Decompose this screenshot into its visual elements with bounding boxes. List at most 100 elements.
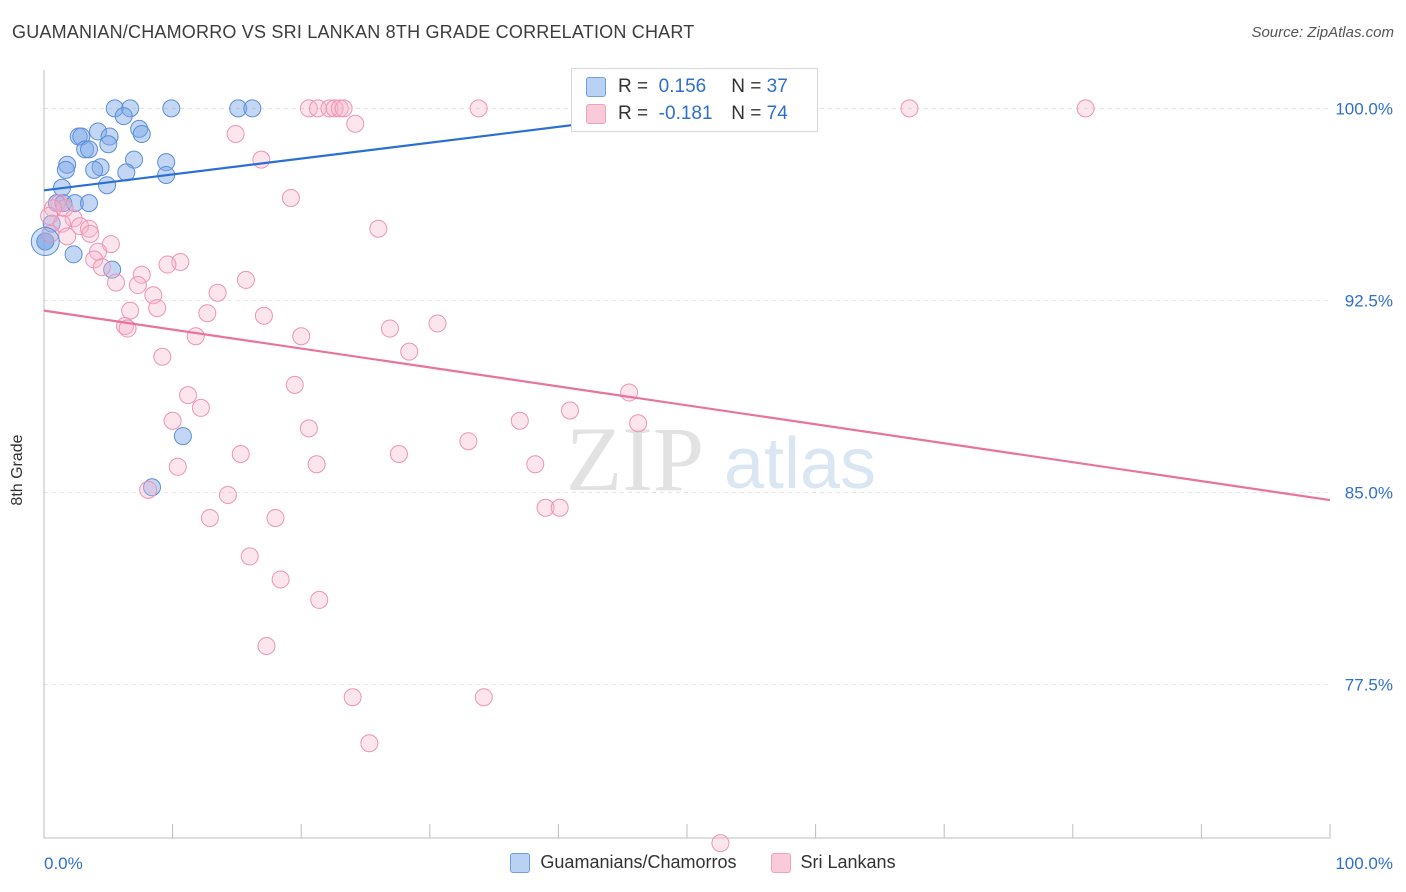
point-guamanian (157, 153, 176, 172)
point-srilankan (198, 304, 217, 323)
grid-lines (44, 107, 1330, 685)
point-srilankan (163, 411, 182, 430)
point-srilankan (252, 150, 271, 169)
point-guamanian (80, 194, 99, 213)
point-srilankan (550, 498, 569, 517)
point-srilankan (389, 445, 408, 463)
n-value: 74 (766, 103, 788, 124)
point-srilankan (148, 299, 167, 318)
point-srilankan (299, 99, 318, 118)
legend-swatch-blue (510, 852, 531, 873)
point-guamanian (130, 119, 149, 138)
correlation-legend: R = 0.156 N = 37 R = -0.181 N = 74 (571, 68, 818, 132)
point-srilankan (560, 401, 579, 420)
r-label: R = (618, 103, 649, 124)
chart-title: GUAMANIAN/CHAMORRO VS SRI LANKAN 8TH GRA… (12, 22, 695, 42)
point-guamanian (98, 176, 117, 195)
legend-swatch-blue (586, 77, 606, 97)
point-srilankan (200, 509, 219, 527)
point-srilankan (179, 386, 198, 405)
point-srilankan (320, 99, 339, 118)
point-srilankan (128, 276, 147, 295)
point-guamanian (89, 122, 108, 141)
point-srilankan (369, 219, 388, 238)
point-guamanian (64, 245, 83, 264)
point-srilankan (257, 637, 276, 655)
point-srilankan (58, 227, 77, 246)
series-legend: Guamanians/Chamorros Sri Lankans (0, 852, 1406, 873)
point-guamanian (229, 99, 248, 118)
point-srilankan (400, 342, 419, 361)
legend-item-srilankan: Sri Lankans (770, 852, 896, 873)
n-label: N = (731, 103, 762, 124)
r-value: -0.181 (658, 103, 713, 124)
y-tick-label: 92.5% (1345, 291, 1393, 310)
point-srilankan (186, 327, 205, 346)
legend-swatch-pink (770, 852, 791, 873)
point-srilankan (231, 445, 250, 463)
point-srilankan (428, 314, 447, 333)
point-srilankan (526, 455, 545, 474)
point-srilankan (254, 306, 273, 325)
y-tick-label: 100.0% (1335, 99, 1393, 118)
point-srilankan (474, 688, 493, 707)
trend-line-srilankan (43, 309, 1331, 502)
point-srilankan (153, 347, 172, 366)
tick-labels: 100.0% 92.5% 85.0% 77.5% 0.0% 100.0% (44, 99, 1393, 873)
point-srilankan (240, 547, 259, 566)
point-srilankan (64, 209, 83, 228)
point-srilankan (271, 570, 290, 589)
point-srilankan (236, 270, 255, 289)
point-guamanian (162, 99, 181, 118)
point-guamanian (173, 427, 192, 446)
point-srilankan (292, 327, 311, 346)
n-value: 37 (766, 76, 788, 97)
point-guamanian (80, 140, 99, 159)
watermark-atlas: atlas (724, 424, 876, 504)
point-guamanian-large (30, 227, 60, 257)
point-srilankan (107, 273, 126, 292)
point-srilankan (285, 375, 304, 394)
point-srilankan (1076, 99, 1095, 118)
watermark-zip: ZIP (566, 408, 704, 510)
point-srilankan (334, 99, 353, 118)
point-guamanian (76, 140, 95, 159)
legend-row-guamanian: R = 0.156 N = 37 (586, 75, 788, 99)
point-srilankan (325, 99, 344, 118)
watermark: ZIP atlas (566, 408, 876, 510)
point-srilankan (536, 498, 555, 517)
point-srilankan (81, 224, 100, 243)
legend-item-guamanian: Guamanians/Chamorros (510, 852, 737, 873)
legend-row-srilankan: R = -0.181 N = 74 (586, 102, 788, 126)
point-srilankan (629, 414, 648, 433)
point-srilankan (469, 99, 488, 118)
r-value: 0.156 (658, 76, 707, 97)
point-srilankan (380, 319, 399, 338)
point-guamanian (132, 125, 151, 143)
source-note: Source: ZipAtlas.com (1251, 24, 1394, 41)
point-srilankan (139, 480, 158, 499)
point-srilankan (299, 419, 318, 438)
point-srilankan (158, 255, 177, 274)
point-srilankan (266, 509, 285, 527)
point-srilankan (310, 590, 329, 609)
r-label: R = (618, 76, 649, 97)
point-srilankan (168, 457, 187, 476)
point-srilankan (281, 189, 300, 207)
data-points (30, 99, 1095, 853)
point-srilankan (191, 398, 210, 417)
legend-label: Guamanians/Chamorros (540, 852, 737, 872)
point-guamanian (100, 127, 119, 146)
point-srilankan (459, 432, 478, 451)
point-srilankan (85, 250, 104, 269)
point-guamanian (105, 99, 124, 118)
point-guamanian (121, 99, 140, 118)
n-label: N = (731, 76, 762, 97)
point-guamanian (65, 194, 84, 213)
point-srilankan (92, 258, 111, 277)
point-guamanian (85, 160, 104, 179)
point-guamanian (243, 99, 262, 118)
legend-swatch-pink (586, 104, 606, 124)
point-guamanian (114, 107, 133, 126)
